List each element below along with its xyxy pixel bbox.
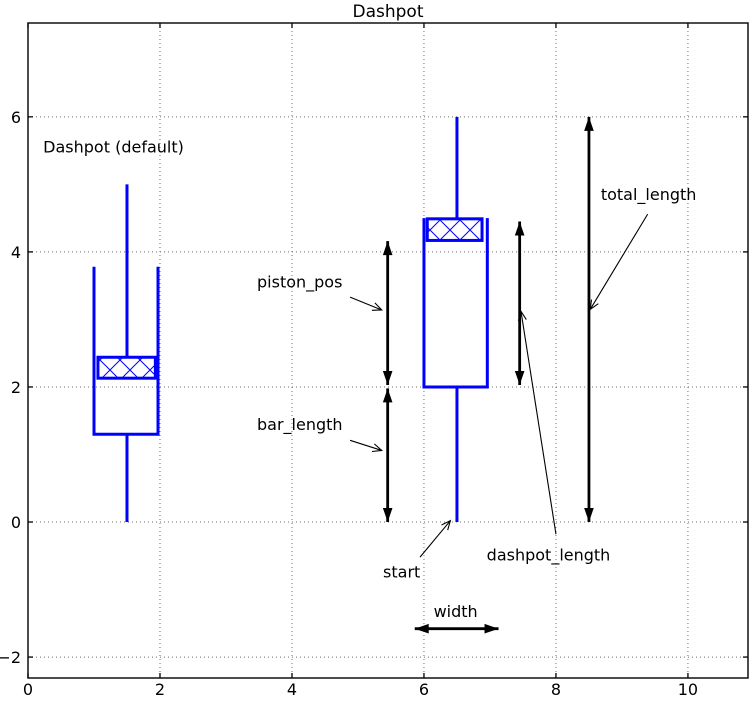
x-tick-label: 0 [23,680,33,697]
x-tick-label: 4 [287,680,297,697]
label-piston_pos: piston_pos [257,273,342,293]
dashpot-annotated [422,116,489,523]
leader-arrow-start [419,519,452,558]
label-dashpot-default-label: Dashpot (default) [43,138,184,157]
dashpot-shapes-layer [92,116,489,523]
axes-frame [27,22,749,679]
leader-arrow-dashpot_length [517,309,557,535]
x-tick-label: 2 [155,680,165,697]
y-tick-label: 4 [11,243,21,262]
plot-title: Dashpot [353,2,424,22]
label-dashpot_length: dashpot_length [487,546,611,566]
dimension-arrows-layer [382,116,594,634]
x-tick-label: 6 [419,680,429,697]
label-bar_length: bar_length [257,415,343,435]
label-width: width [434,602,478,621]
dashpot-default [92,184,160,523]
dashpot-default-line [92,266,160,436]
y-tick-label: 6 [11,108,21,127]
x-tick-label: 8 [551,680,561,697]
dashpot-default-piston [96,355,157,380]
x-tick-label: 10 [678,680,698,697]
leader-arrow-piston_pos [349,296,383,311]
dashpot-annotated-line [422,218,489,389]
dashpot-annotated-piston [425,217,484,242]
leader-arrow-total_length [589,213,649,311]
annotations-layer: Dashpot (default) piston_pos bar_length tot… [43,138,696,622]
label-start: start [383,562,420,581]
leader-arrow-bar_length [349,439,384,453]
y-tick-label: 0 [11,513,21,532]
y-tick-label: 2 [11,378,21,397]
grid-layer [27,23,748,678]
y-tick-label: −2 [0,648,21,667]
label-total_length: total_length [601,185,697,205]
